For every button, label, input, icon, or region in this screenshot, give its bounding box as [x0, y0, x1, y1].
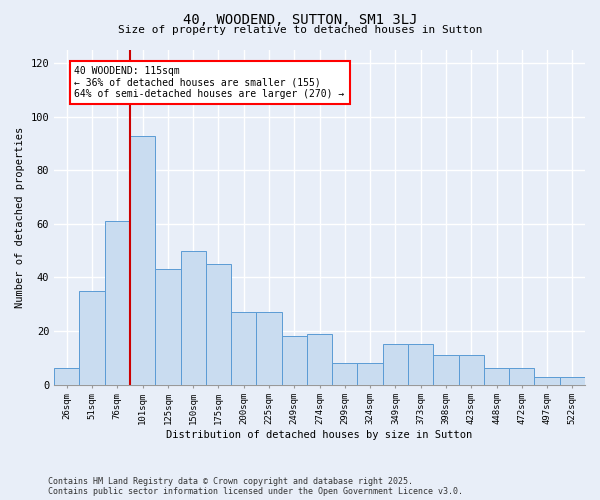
Bar	[332, 363, 358, 384]
Text: Contains HM Land Registry data © Crown copyright and database right 2025.
Contai: Contains HM Land Registry data © Crown c…	[48, 476, 463, 496]
X-axis label: Distribution of detached houses by size in Sutton: Distribution of detached houses by size …	[166, 430, 473, 440]
Bar	[458, 355, 484, 384]
Bar	[560, 376, 585, 384]
Text: 40, WOODEND, SUTTON, SM1 3LJ: 40, WOODEND, SUTTON, SM1 3LJ	[183, 12, 417, 26]
Bar	[181, 250, 206, 384]
Bar	[358, 363, 383, 384]
Bar	[105, 222, 130, 384]
Bar	[231, 312, 256, 384]
Bar	[307, 334, 332, 384]
Bar	[281, 336, 307, 384]
Text: Size of property relative to detached houses in Sutton: Size of property relative to detached ho…	[118, 25, 482, 35]
Bar	[155, 270, 181, 384]
Bar	[54, 368, 79, 384]
Bar	[206, 264, 231, 384]
Bar	[256, 312, 281, 384]
Bar	[535, 376, 560, 384]
Bar	[130, 136, 155, 384]
Bar	[79, 291, 105, 384]
Bar	[433, 355, 458, 384]
Bar	[484, 368, 509, 384]
Bar	[509, 368, 535, 384]
Text: 40 WOODEND: 115sqm
← 36% of detached houses are smaller (155)
64% of semi-detach: 40 WOODEND: 115sqm ← 36% of detached hou…	[74, 66, 344, 100]
Y-axis label: Number of detached properties: Number of detached properties	[15, 126, 25, 308]
Bar	[408, 344, 433, 385]
Bar	[383, 344, 408, 385]
